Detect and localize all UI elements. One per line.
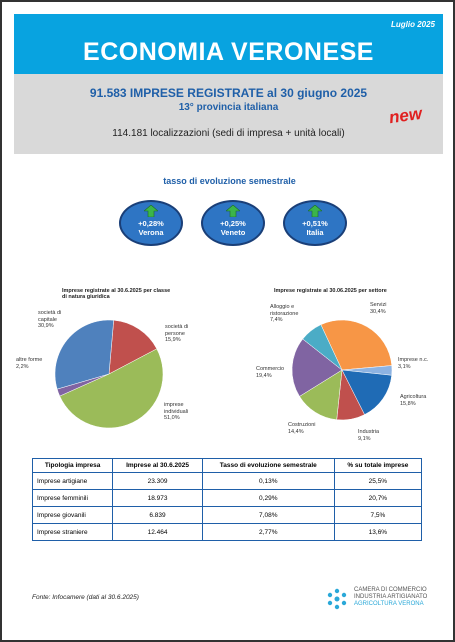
pie-slice (59, 348, 164, 429)
table-cell: 7,08% (201, 506, 335, 524)
header-row: Tipologia impresa Imprese al 30.6.2025 Tas… (31, 458, 423, 473)
table-cell: 23.309 (112, 472, 203, 490)
pie-value-label: 15,8% (400, 400, 416, 407)
pie-label: imprese individuali 51,0% (164, 402, 204, 422)
growth-oval: +0,25% Veneto (201, 200, 265, 246)
growth-value: +0,25% (220, 219, 246, 228)
localizations: 114.181 localizzazioni (sedi di impresa … (112, 128, 345, 139)
pie-category: società di capitale (38, 310, 62, 323)
pie-category: società di persone (165, 324, 189, 337)
logo-text: CAMERA DI COMMERCIO INDUSTRIA ARTIGIANATO… (354, 587, 427, 608)
header-cell: % su totale imprese (333, 458, 423, 473)
summary-band: 91.583 IMPRESE REGISTRATE al 30 giugno 2… (14, 74, 443, 154)
pie-category: Alloggio e ristorazione (270, 304, 299, 317)
pie-slice (291, 338, 343, 397)
pie-value-label: 15,9% (165, 337, 181, 343)
table-cell: 0,29% (201, 489, 335, 507)
pie-value-label: 3,1% (398, 363, 411, 370)
pie-slice (54, 319, 114, 390)
chart-title: Imprese registrate al 30.06.2025 per set… (274, 288, 387, 294)
table-cell: 12.464 (112, 523, 203, 541)
header-cell: Tipologia impresa (31, 458, 114, 473)
table-row: Imprese straniere 12.464 2,77% 13,6% (31, 523, 423, 541)
table-cell: 18.973 (112, 489, 203, 507)
pie-label: Commercio 19,4% (256, 366, 296, 379)
pie-label: Alloggio e ristorazione 7,4% (270, 304, 315, 324)
table: Tipologia impresa Imprese al 30.6.2025 Tas… (31, 458, 423, 541)
pie-value-label: 19,4% (256, 372, 272, 379)
header-cell: Imprese al 30.6.2025 (112, 458, 203, 473)
rank: 13° provincia italiana (178, 102, 279, 113)
source: Fonte: Infocamere (dati al 30.6.2025) (32, 594, 139, 601)
logo-line: AGRICOLTURA VERONA (354, 601, 424, 607)
growth-oval: +0,28% Verona (119, 200, 183, 246)
pie-value-label: 30,9% (38, 323, 54, 329)
pie-category: Commercio (256, 366, 285, 372)
pie-slice (108, 319, 158, 375)
arrow-icon (308, 205, 322, 217)
pie-category: Imprese n.c. (398, 357, 429, 363)
pie-label: società di capitale 30,9% (38, 310, 74, 330)
table-cell: 7,5% (333, 506, 423, 524)
pie-category: Industria (358, 429, 380, 435)
table-cell: 13,6% (333, 523, 423, 541)
table-cell: Imprese artigiane (31, 472, 114, 490)
pie-label: Servizi 30,4% (370, 302, 400, 315)
growth-oval: +0,51% Italia (283, 200, 347, 246)
growth-label: Veneto (220, 228, 246, 237)
table-cell: 0,13% (201, 472, 335, 490)
table-row: Imprese giovanili 6.839 7,08% 7,5% (31, 506, 423, 524)
chart-title: Imprese registrate al 30.6.2025 per clas… (62, 288, 171, 300)
table-cell: 20,7% (333, 489, 423, 507)
growth-title: tasso di evoluzione semestrale (163, 176, 296, 186)
table-row: Imprese femminili 18.973 0,29% 20,7% (31, 489, 423, 507)
table-row: Imprese artigiane 23.309 0,13% 25,5% (31, 472, 423, 490)
pie-label: altre forme 2,2% (16, 357, 46, 370)
pie-value-label: 7,4% (270, 317, 283, 323)
pie-category: Costruzioni (288, 422, 316, 428)
pie-category: Servizi (370, 302, 387, 308)
arrow-icon (226, 205, 240, 217)
pie-value-label: 51,0% (164, 415, 180, 421)
pie-label: Costruzioni 14,4% (288, 422, 328, 435)
pie-value-label: 14,4% (288, 428, 304, 435)
pie-category: imprese individuali (164, 402, 189, 415)
pie-slice (320, 319, 393, 371)
table-cell: Imprese giovanili (31, 506, 114, 524)
growth-value: +0,28% (138, 219, 164, 228)
growth-label: Verona (138, 228, 164, 237)
growth-value: +0,51% (302, 219, 328, 228)
pie-value-label: 9,1% (358, 435, 371, 442)
header-cell: Tasso di evoluzione semestrale (201, 458, 335, 473)
date: Luglio 2025 (390, 20, 435, 29)
table-cell: 25,5% (333, 472, 423, 490)
growth-label: Italia (306, 228, 324, 237)
logo-line: CAMERA DI COMMERCIO (354, 587, 427, 593)
pie-label: Imprese n.c. 3,1% (398, 357, 438, 370)
title: ECONOMIA VERONESE (83, 38, 374, 66)
table-cell: 2,77% (201, 523, 335, 541)
pie-label: Industria 9,1% (358, 429, 388, 442)
table-cell: 6.839 (112, 506, 203, 524)
table-cell: Imprese femminili (31, 489, 114, 507)
logo-icon (327, 588, 347, 610)
banner: Luglio 2025 ECONOMIA VERONESE (14, 14, 443, 74)
logo-line: INDUSTRIA ARTIGIANATO (354, 594, 428, 600)
pie-slice (302, 324, 343, 371)
arrow-icon (144, 205, 158, 217)
pie-category: Agricoltura (400, 394, 427, 400)
pie-category: altre forme (16, 357, 43, 363)
table-cell: Imprese straniere (31, 523, 114, 541)
pie-label: Agricoltura 15,8% (400, 394, 440, 407)
headline: 91.583 IMPRESE REGISTRATE al 30 giugno 2… (89, 86, 368, 100)
pie-value-label: 2,2% (16, 363, 29, 370)
pie-slice (341, 369, 392, 415)
pie-value-label: 30,4% (370, 308, 386, 315)
pie-label: società di persone 15,9% (165, 324, 205, 344)
